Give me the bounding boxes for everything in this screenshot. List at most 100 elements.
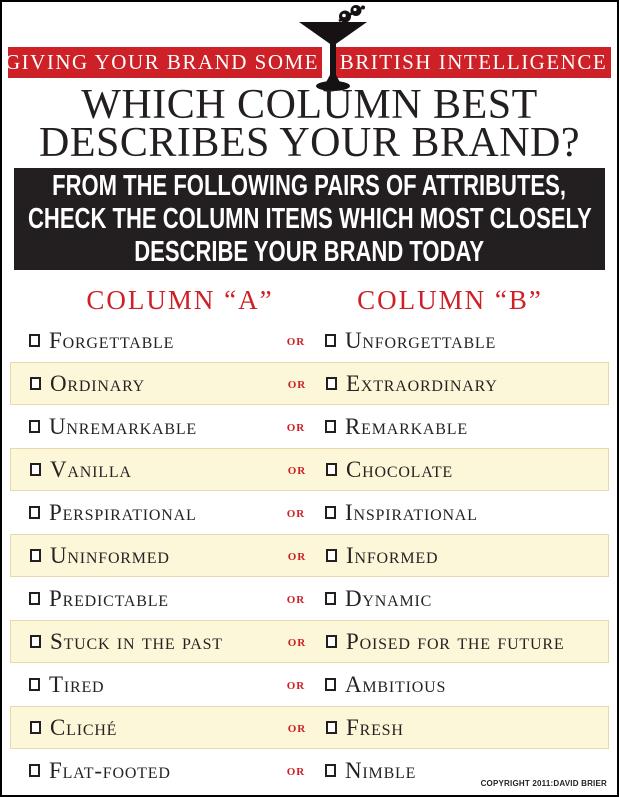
or-label: or	[287, 460, 307, 478]
attribute-row: Stuck in the past or Poised for the futu…	[10, 620, 609, 663]
column-a-cell: Ordinary	[30, 371, 268, 397]
checkbox-icon[interactable]	[30, 463, 41, 476]
column-a-cell: Unremarkable	[29, 414, 267, 440]
top-banner: GIVING YOUR BRAND SOME BRITISH INTELLIGE…	[5, 47, 611, 78]
column-b-cell: Poised for the future	[326, 629, 608, 655]
column-a-attribute: Tired	[49, 671, 105, 697]
attribute-row: Uninformed or Informed	[10, 534, 609, 577]
column-b-attribute: Fresh	[346, 714, 404, 740]
column-a-attribute: Flat-footed	[49, 757, 171, 783]
column-a-attribute: Vanilla	[50, 456, 132, 482]
column-a-cell: Stuck in the past	[30, 629, 268, 655]
column-a-cell: Cliché	[30, 715, 268, 741]
column-b-attribute: Nimble	[345, 757, 417, 783]
checkbox-icon[interactable]	[29, 506, 40, 519]
instruction-line2: CHECK THE COLUMN ITEMS WHICH MOST CLOSEL…	[27, 202, 592, 235]
attribute-row: Cliché or Fresh	[10, 706, 609, 749]
column-a-attribute: Forgettable	[49, 327, 175, 353]
or-label: or	[286, 417, 306, 435]
column-b-cell: Remarkable	[325, 414, 609, 440]
column-a-cell: Predictable	[29, 586, 267, 612]
column-b-attribute: Extraordinary	[346, 370, 498, 396]
column-b-attribute: Inspirational	[345, 499, 478, 525]
column-a-cell: Uninformed	[30, 543, 268, 569]
column-b-cell: Ambitious	[325, 672, 609, 698]
column-a-attribute: Predictable	[49, 585, 169, 611]
checkbox-icon[interactable]	[325, 678, 336, 691]
attribute-row: Vanilla or Chocolate	[10, 448, 609, 491]
column-b-attribute: Poised for the future	[346, 628, 565, 654]
instruction-box: FROM THE FOLLOWING PAIRS OF ATTRIBUTES, …	[14, 168, 605, 270]
column-a-attribute: Unremarkable	[49, 413, 197, 439]
or-label: or	[287, 632, 307, 650]
checkbox-icon[interactable]	[30, 377, 41, 390]
checkbox-icon[interactable]	[326, 463, 337, 476]
attribute-row: Forgettable or Unforgettable	[10, 319, 609, 362]
or-label: or	[287, 546, 307, 564]
or-label: or	[287, 718, 307, 736]
checkbox-icon[interactable]	[325, 506, 336, 519]
or-label: or	[286, 761, 306, 779]
column-b-header: COLUMN “B”	[357, 285, 543, 315]
attribute-row: Flat-footed or Nimble	[10, 749, 609, 792]
attribute-row: Tired or Ambitious	[10, 663, 609, 706]
column-b-cell: Nimble	[325, 758, 609, 784]
column-a-attribute: Ordinary	[50, 370, 146, 396]
or-label: or	[287, 374, 307, 392]
column-a-cell: Flat-footed	[29, 758, 267, 784]
column-a-cell: Tired	[29, 672, 267, 698]
page-title: WHICH COLUMN BEST DESCRIBES YOUR BRAND?	[2, 82, 617, 166]
banner-gap	[322, 47, 330, 78]
column-b-attribute: Informed	[346, 542, 439, 568]
column-b-cell: Fresh	[326, 715, 608, 741]
column-b-attribute: Unforgettable	[345, 327, 497, 353]
checkbox-icon[interactable]	[29, 592, 40, 605]
checkbox-icon[interactable]	[30, 635, 41, 648]
column-a-cell: Perspirational	[29, 500, 267, 526]
attribute-row: Predictable or Dynamic	[10, 577, 609, 620]
column-headers: COLUMN “A” COLUMN “B”	[10, 285, 609, 319]
column-b-cell: Inspirational	[325, 500, 609, 526]
checkbox-icon[interactable]	[326, 635, 337, 648]
banner-right-text: BRITISH INTELLIGENCE	[339, 50, 608, 74]
or-label: or	[286, 675, 306, 693]
column-a-attribute: Uninformed	[50, 542, 170, 568]
checkbox-icon[interactable]	[326, 377, 337, 390]
attribute-row: Unremarkable or Remarkable	[10, 405, 609, 448]
checkbox-icon[interactable]	[326, 549, 337, 562]
column-b-cell: Informed	[326, 543, 608, 569]
column-b-attribute: Chocolate	[346, 456, 453, 482]
column-a-attribute: Cliché	[50, 714, 118, 740]
column-b-attribute: Remarkable	[345, 413, 468, 439]
attribute-row: Ordinary or Extraordinary	[10, 362, 609, 405]
column-b-cell: Chocolate	[326, 457, 608, 483]
column-a-attribute: Stuck in the past	[50, 628, 223, 654]
checkbox-icon[interactable]	[29, 420, 40, 433]
page-title-line1: WHICH COLUMN BEST	[81, 82, 538, 128]
checkbox-icon[interactable]	[326, 721, 337, 734]
or-label: or	[286, 503, 306, 521]
checkbox-icon[interactable]	[325, 592, 336, 605]
checkbox-icon[interactable]	[29, 334, 40, 347]
column-a-cell: Forgettable	[29, 328, 267, 354]
checkbox-icon[interactable]	[29, 678, 40, 691]
checkbox-icon[interactable]	[325, 764, 336, 777]
column-b-cell: Unforgettable	[325, 328, 609, 354]
or-label: or	[286, 331, 306, 349]
checkbox-icon[interactable]	[30, 549, 41, 562]
attribute-row: Perspirational or Inspirational	[10, 491, 609, 534]
rows-list: Forgettable or Unforgettable Ordinary or…	[10, 319, 609, 792]
copyright-text: COPYRIGHT 2011:DAVID BRIER	[480, 779, 607, 788]
checkbox-icon[interactable]	[30, 721, 41, 734]
checkbox-icon[interactable]	[325, 334, 336, 347]
column-a-cell: Vanilla	[30, 457, 268, 483]
instruction-line1: FROM THE FOLLOWING PAIRS OF ATTRIBUTES,	[52, 169, 567, 202]
checkbox-icon[interactable]	[29, 764, 40, 777]
instruction-line3: DESCRIBE YOUR BRAND TODAY	[134, 235, 485, 268]
column-a-attribute: Perspirational	[49, 499, 197, 525]
page-title-line2: DESCRIBES YOUR BRAND?	[39, 120, 580, 166]
or-label: or	[286, 589, 306, 607]
column-b-cell: Dynamic	[325, 586, 609, 612]
banner-left-text: GIVING YOUR BRAND SOME	[5, 50, 319, 74]
checkbox-icon[interactable]	[325, 420, 336, 433]
